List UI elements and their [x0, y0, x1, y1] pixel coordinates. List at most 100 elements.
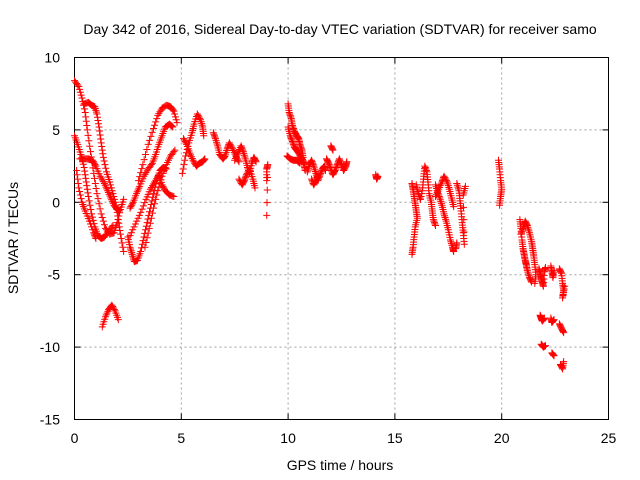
- data-point: [524, 225, 532, 233]
- data-point: [101, 313, 109, 321]
- data-point: [99, 217, 107, 225]
- data-point: [524, 270, 532, 278]
- data-point: [98, 176, 106, 184]
- data-point: [222, 148, 230, 156]
- data-point: [82, 113, 90, 121]
- data-point: [326, 164, 334, 172]
- data-point: [139, 202, 147, 210]
- data-point: [440, 172, 448, 180]
- data-point: [418, 190, 426, 198]
- data-point: [336, 156, 344, 164]
- data-point: [95, 200, 103, 208]
- data-point: [97, 174, 105, 182]
- data-point: [448, 240, 456, 248]
- data-point: [103, 309, 111, 317]
- data-point: [153, 174, 161, 182]
- data-point: [287, 133, 295, 141]
- data-point: [229, 147, 237, 155]
- data-point: [170, 193, 178, 201]
- data-point: [287, 113, 295, 121]
- data-point: [325, 161, 333, 169]
- data-point: [228, 143, 236, 151]
- data-point: [96, 172, 104, 180]
- data-point: [240, 149, 248, 157]
- data-point: [331, 166, 339, 174]
- data-point: [85, 197, 93, 205]
- data-point: [88, 213, 96, 221]
- data-point: [92, 108, 100, 116]
- data-point: [232, 154, 240, 162]
- data-point: [336, 158, 344, 166]
- data-point: [321, 166, 329, 174]
- data-point: [141, 170, 149, 178]
- data-point: [289, 140, 297, 148]
- data-point: [235, 175, 243, 183]
- data-point: [82, 117, 90, 125]
- data-point: [76, 187, 84, 195]
- data-point: [89, 216, 97, 224]
- data-point: [100, 157, 108, 165]
- data-point: [454, 185, 462, 193]
- data-point: [91, 103, 99, 111]
- data-point: [144, 215, 152, 223]
- x-tick-label: 15: [387, 430, 403, 446]
- data-point: [146, 219, 154, 227]
- data-point: [89, 158, 97, 166]
- data-point: [210, 130, 218, 138]
- data-point: [559, 328, 567, 336]
- data-point: [102, 164, 110, 172]
- data-point: [450, 203, 458, 211]
- data-point: [93, 113, 101, 121]
- data-point: [550, 316, 558, 324]
- data-point: [159, 169, 167, 177]
- data-point: [89, 226, 97, 234]
- data-point: [560, 285, 568, 293]
- data-point: [90, 230, 98, 238]
- data-point: [138, 165, 146, 173]
- x-axis-label: GPS time / hours: [287, 457, 394, 473]
- data-point: [83, 182, 91, 190]
- data-point: [105, 190, 113, 198]
- data-point: [146, 185, 154, 193]
- data-point: [108, 223, 116, 231]
- data-point: [147, 200, 155, 208]
- data-point: [442, 175, 450, 183]
- data-point: [296, 142, 304, 150]
- data-point: [329, 146, 337, 154]
- data-point: [332, 164, 340, 172]
- data-point: [150, 190, 158, 198]
- data-point: [179, 135, 187, 143]
- data-point: [233, 151, 241, 159]
- data-point: [429, 216, 437, 224]
- data-point: [84, 193, 92, 201]
- data-point: [90, 159, 98, 167]
- y-tick-labels: -15 -10 -5 0 5 10: [40, 50, 60, 428]
- data-point: [226, 140, 234, 148]
- data-point: [83, 126, 91, 134]
- data-point: [153, 191, 161, 199]
- data-point: [161, 164, 169, 172]
- data-point: [113, 219, 121, 227]
- plot-frame: [74, 57, 609, 420]
- data-point: [418, 187, 426, 195]
- y-tick-label: -5: [48, 267, 61, 283]
- data-point: [143, 145, 151, 153]
- data-point: [73, 171, 81, 179]
- data-point: [146, 208, 154, 216]
- data-point: [147, 132, 155, 140]
- data-point: [83, 122, 91, 130]
- data-point: [73, 166, 81, 174]
- data-point: [131, 220, 139, 228]
- data-point: [75, 82, 83, 90]
- data-point: [197, 118, 205, 126]
- data-point: [98, 143, 106, 151]
- data-point: [118, 239, 126, 247]
- data-point: [120, 195, 128, 203]
- data-point: [120, 248, 128, 256]
- data-point: [431, 193, 439, 201]
- data-point: [140, 156, 148, 164]
- data-point: [312, 177, 320, 185]
- data-point: [81, 109, 89, 117]
- data-point: [460, 228, 468, 236]
- data-point: [81, 171, 89, 179]
